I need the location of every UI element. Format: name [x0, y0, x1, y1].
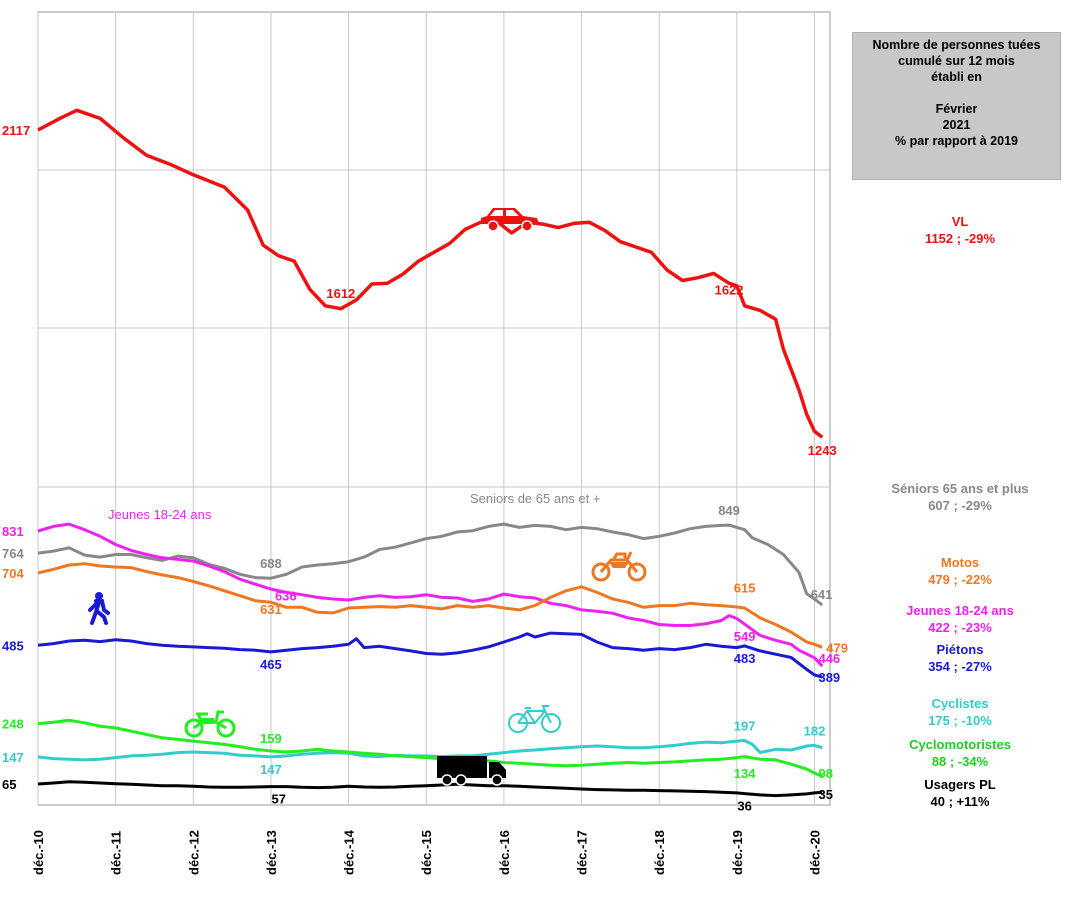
legend-name: Séniors 65 ans et plus	[891, 481, 1029, 496]
legend-name: Motos	[940, 555, 980, 570]
series-line-motos	[37, 562, 823, 649]
x-tick-label: déc.-18	[652, 830, 667, 875]
data-label-pietons: 465	[260, 657, 282, 672]
data-label-seniors: 849	[718, 503, 740, 518]
x-tick-label: déc.-11	[109, 831, 124, 875]
data-label-vl: 1612	[326, 286, 355, 301]
info-line: établi en	[931, 70, 982, 84]
info-line: Nombre de personnes tuées	[872, 38, 1041, 52]
pedestrian-icon	[88, 592, 110, 625]
legend-stat: 354 ; -27%	[928, 659, 992, 674]
legend-stat: 422 ; -23%	[928, 620, 992, 635]
legend-name: VL	[951, 214, 969, 229]
data-label-cyclomoteurs: 98	[818, 766, 832, 781]
legend-name: Cyclomotoristes	[909, 737, 1011, 752]
series-lines	[37, 108, 824, 798]
legend-entry-seniors: Séniors 65 ans et plus 607 ; -29%	[860, 480, 1060, 514]
data-label-jeunes: 636	[275, 588, 297, 603]
series-line-jeunes	[37, 522, 824, 668]
legend-name: Cyclistes	[931, 696, 989, 711]
grid	[37, 11, 831, 806]
legend-stat: 88 ; -34%	[931, 754, 989, 769]
x-tick-label: déc.-12	[186, 830, 201, 875]
data-label-cyclomoteurs: 159	[260, 731, 282, 746]
data-label-pl: 65	[2, 777, 16, 792]
series-line-pietons	[37, 631, 823, 679]
x-tick-label: déc.-16	[497, 830, 512, 875]
legend-name: Usagers PL	[924, 777, 996, 792]
data-label-seniors: 764	[2, 546, 24, 561]
legend-stat: 40 ; +11%	[930, 794, 990, 809]
data-label-pietons: 485	[2, 638, 24, 653]
motorcycle-icon	[591, 551, 647, 582]
data-label-pietons: 483	[734, 651, 756, 666]
legend-stat: 1152 ; -29%	[924, 231, 996, 246]
legend-stat: 607 ; -29%	[928, 498, 992, 513]
legend-entry-pl: Usagers PL 40 ; +11%	[860, 776, 1060, 810]
x-tick-label: déc.-14	[342, 829, 357, 875]
legend-entry-motos: Motos 479 ; -22%	[860, 554, 1060, 588]
plot-frame	[37, 11, 831, 806]
series-line-seniors	[37, 522, 824, 607]
data-label-cyclistes: 197	[734, 718, 756, 733]
series-line-cyclomoteurs	[37, 718, 823, 778]
data-label-jeunes: 831	[2, 524, 24, 539]
legend-entry-cyclomoteurs: Cyclomotoristes 88 ; -34%	[860, 736, 1060, 770]
legend-name: Jeunes 18-24 ans	[906, 603, 1014, 618]
data-label-motos: 479	[826, 640, 848, 655]
moped-icon	[184, 710, 236, 738]
info-line: cumulé sur 12 mois	[898, 54, 1015, 68]
x-tick-label: déc.-13	[264, 830, 279, 875]
series-name-seniors: Seniors de 65 ans et +	[470, 491, 600, 506]
data-label-pl: 36	[737, 799, 751, 814]
data-label-motos: 704	[2, 566, 24, 581]
x-tick-label: déc.-17	[575, 830, 590, 875]
legend-stat: 479 ; -22%	[928, 572, 992, 587]
series-line-pl	[37, 780, 823, 798]
bicycle-icon	[508, 705, 561, 733]
data-label-vl: 1243	[808, 443, 837, 458]
data-label-cyclomoteurs: 248	[2, 717, 24, 732]
data-label-cyclistes: 147	[2, 750, 24, 765]
info-box: Nombre de personnes tuées cumulé sur 12 …	[852, 32, 1061, 180]
legend-stat: 175 ; -10%	[928, 713, 992, 728]
info-line: 2021	[942, 118, 971, 132]
x-tick-label: déc.-20	[807, 830, 822, 875]
series-line-vl	[37, 108, 824, 439]
data-label-pl: 57	[271, 792, 285, 807]
data-label-vl: 2117	[2, 123, 30, 138]
truck-icon	[437, 756, 506, 786]
data-label-motos: 615	[734, 580, 756, 595]
legend-name: Piétons	[936, 642, 984, 657]
data-label-seniors: 688	[260, 556, 282, 571]
data-label-cyclomoteurs: 134	[734, 766, 756, 781]
legend-entry-cyclistes: Cyclistes 175 ; -10%	[860, 695, 1060, 729]
data-label-pietons: 389	[818, 670, 840, 685]
car-icon	[481, 208, 539, 232]
data-label-cyclistes: 147	[260, 762, 282, 777]
data-labels: 2117 1612 1622 1243 764 688 849 641 Seniors de 6…	[2, 123, 848, 814]
series-name-jeunes: Jeunes 18-24 ans	[108, 507, 212, 522]
data-label-motos: 631	[260, 602, 282, 617]
x-axis-ticks: déc.-10 déc.-11 déc.-12 déc.-13 déc.-14 déc.-…	[31, 829, 822, 875]
info-line	[853, 85, 1060, 101]
x-tick-label: déc.-15	[419, 830, 434, 875]
data-label-cyclistes: 182	[804, 723, 826, 738]
legend-entry-jeunes: Jeunes 18-24 ans 422 ; -23%	[860, 602, 1060, 636]
data-label-vl: 1622	[715, 282, 744, 297]
data-label-jeunes: 446	[818, 651, 840, 666]
x-tick-label: déc.-10	[31, 830, 46, 875]
info-line: % par rapport à 2019	[895, 134, 1018, 148]
legend-entry-vl: VL 1152 ; -29%	[860, 213, 1060, 247]
data-label-pl: 35	[818, 787, 832, 802]
legend-entry-pietons: Piétons 354 ; -27%	[860, 641, 1060, 675]
x-tick-label: déc.-19	[730, 830, 745, 875]
data-label-seniors: 641	[811, 587, 833, 602]
data-label-jeunes: 549	[734, 629, 756, 644]
info-line: Février	[935, 102, 978, 116]
